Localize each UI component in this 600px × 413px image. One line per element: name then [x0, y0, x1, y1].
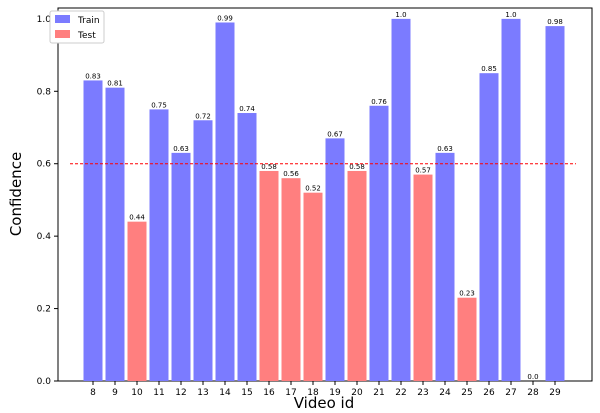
- y-tick-label: 0.0: [37, 377, 52, 387]
- bar: [413, 174, 433, 381]
- x-tick-label: 8: [90, 388, 96, 398]
- x-tick-label: 13: [197, 388, 208, 398]
- bar-value-label: 0.56: [283, 170, 299, 178]
- x-axis: 8 9 10 11 12 13 14 15 16 17 18 19 20 21 22 23 24 25 26 27 28…: [90, 381, 561, 398]
- bar-value-label: 0.63: [437, 145, 453, 153]
- x-tick-label: 17: [285, 388, 296, 398]
- bar-value-label: 1.0: [505, 11, 516, 19]
- bar-labels: 0.83 0.81 0.44 0.75 0.63 0.72 0.99 0.74 0.58 0.56…: [85, 11, 563, 381]
- bar-value-label: 0.74: [239, 105, 255, 113]
- bar: [215, 22, 235, 381]
- bars: [83, 18, 565, 382]
- bar-value-label: 0.75: [151, 101, 167, 109]
- x-tick-label: 11: [153, 388, 164, 398]
- bar: [479, 73, 499, 382]
- bar-value-label: 0.98: [547, 18, 563, 26]
- x-tick-label: 19: [329, 388, 341, 398]
- bar-value-label: 0.85: [481, 65, 497, 73]
- y-axis-title: Confidence: [7, 152, 25, 236]
- x-tick-label: 29: [549, 388, 561, 398]
- y-axis: 0.0 0.2 0.4 0.6 0.8 1.0: [37, 15, 58, 387]
- bar: [369, 105, 389, 381]
- bar: [545, 26, 565, 381]
- bar-value-label: 0.0: [527, 373, 538, 381]
- bar-value-label: 1.0: [395, 11, 406, 19]
- bar: [193, 120, 213, 381]
- bar: [171, 152, 191, 381]
- x-tick-label: 27: [505, 388, 516, 398]
- bar: [259, 170, 279, 381]
- plot-frame: [57, 7, 593, 382]
- x-tick-label: 15: [241, 388, 252, 398]
- x-tick-label: 12: [175, 388, 186, 398]
- bar-value-label: 0.58: [261, 163, 277, 171]
- bar: [435, 152, 455, 381]
- bar: [457, 297, 477, 381]
- y-tick-label: 0.8: [37, 87, 52, 97]
- legend-label-train: Train: [77, 16, 100, 26]
- x-axis-title: Video id: [294, 394, 354, 412]
- bar: [149, 109, 169, 381]
- bar: [325, 138, 345, 381]
- x-tick-label: 24: [439, 388, 451, 398]
- x-tick-label: 10: [131, 388, 143, 398]
- x-tick-label: 21: [373, 388, 384, 398]
- bar: [105, 87, 125, 381]
- x-tick-label: 26: [483, 388, 495, 398]
- x-tick-label: 28: [527, 388, 539, 398]
- bar: [391, 18, 411, 382]
- x-tick-label: 25: [461, 388, 472, 398]
- bar-value-label: 0.99: [217, 14, 233, 22]
- legend-label-test: Test: [77, 31, 96, 41]
- x-tick-label: 16: [263, 388, 275, 398]
- bar: [281, 178, 301, 381]
- x-tick-label: 9: [112, 388, 118, 398]
- bar: [303, 192, 323, 381]
- bar-value-label: 0.57: [415, 167, 431, 175]
- y-tick-label: 1.0: [37, 15, 52, 25]
- bar-value-label: 0.58: [349, 163, 365, 171]
- bar: [347, 170, 367, 381]
- legend-swatch-train: [55, 15, 70, 23]
- bar-value-label: 0.83: [85, 72, 101, 80]
- x-tick-label: 18: [307, 388, 319, 398]
- bar-value-label: 0.23: [459, 290, 475, 298]
- bar-value-label: 0.76: [371, 98, 387, 106]
- y-tick-label: 0.2: [37, 305, 51, 315]
- bar: [83, 80, 103, 381]
- x-tick-label: 20: [351, 388, 363, 398]
- bar-value-label: 0.44: [129, 214, 145, 222]
- bar-value-label: 0.52: [305, 185, 321, 193]
- bar-value-label: 0.72: [195, 112, 211, 120]
- x-tick-label: 22: [395, 388, 406, 398]
- bar: [501, 18, 521, 382]
- x-tick-label: 23: [417, 388, 428, 398]
- y-tick-label: 0.4: [37, 232, 52, 242]
- legend: Train Test: [49, 10, 105, 44]
- y-tick-label: 0.6: [37, 160, 52, 170]
- legend-swatch-test: [55, 30, 70, 38]
- bar: [237, 113, 257, 382]
- bar-value-label: 0.67: [327, 130, 343, 138]
- bar: [127, 221, 147, 381]
- bar-value-label: 0.63: [173, 145, 189, 153]
- bar-value-label: 0.81: [107, 80, 123, 88]
- x-tick-label: 14: [219, 388, 231, 398]
